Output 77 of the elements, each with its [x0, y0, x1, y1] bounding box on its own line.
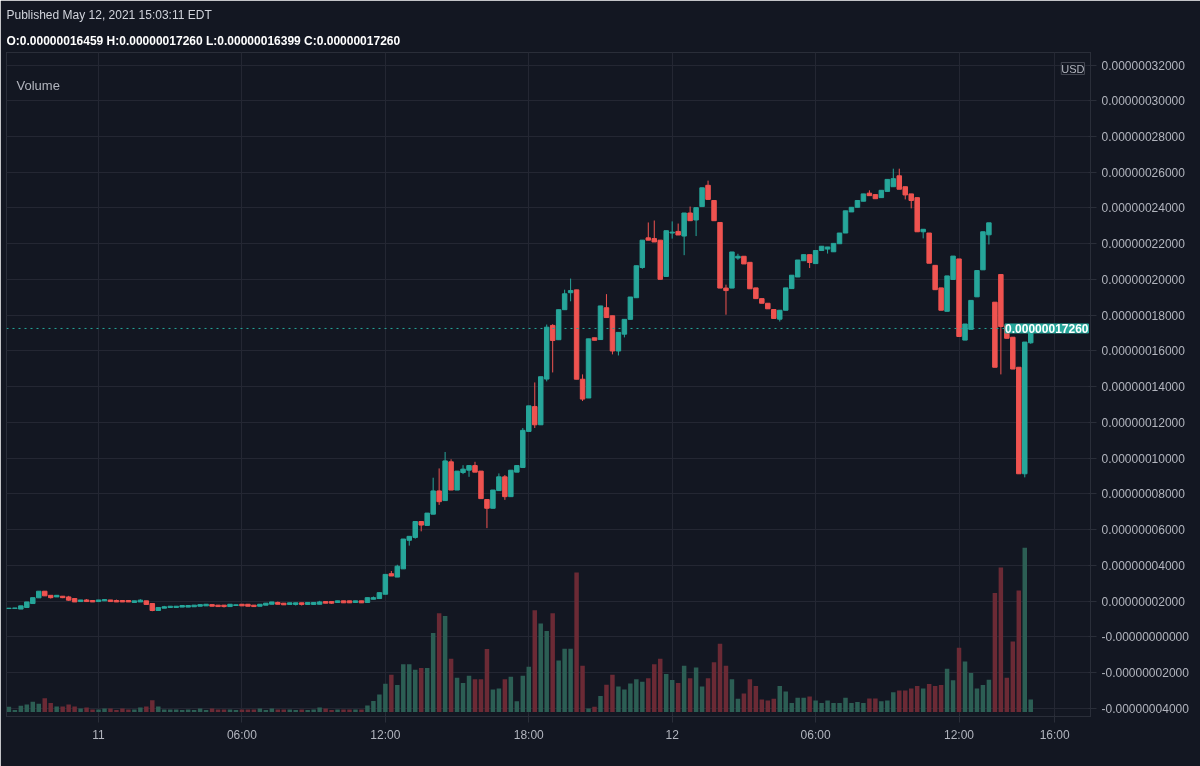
x-tick-label: 12:00	[944, 727, 975, 742]
y-tick-label: 0.00000010000	[1101, 451, 1186, 466]
x-tick-label: 06:00	[800, 727, 831, 742]
x-tick-label: 12	[665, 727, 680, 742]
bar	[502, 679, 508, 713]
bar	[359, 709, 364, 713]
ref-line-label: 0.00000017260	[1005, 321, 1089, 336]
bar	[257, 708, 263, 713]
annotation: Volume	[16, 77, 60, 93]
candlestick	[549, 323, 556, 373]
bar	[389, 674, 394, 713]
bar	[753, 686, 759, 713]
bar	[705, 678, 711, 713]
candlestick	[502, 474, 508, 501]
y-tick-label: 0.00000030000	[1101, 94, 1186, 109]
y-tick-label: 0.00000002000	[1101, 594, 1186, 609]
candlestick	[705, 180, 711, 200]
bar	[353, 709, 358, 713]
bar	[747, 679, 753, 713]
candlestick	[532, 381, 538, 429]
candlestick	[436, 467, 442, 506]
candlestick	[484, 499, 490, 529]
bar	[687, 678, 693, 713]
bar	[299, 709, 304, 713]
y-tick-label: 0.00000028000	[1101, 130, 1186, 145]
y-tick-label: 0.00000032000	[1101, 58, 1186, 73]
y-tick-label: -0.00000004000	[1101, 701, 1190, 716]
bar	[472, 679, 478, 713]
y-tick-label: 0.00000016000	[1101, 344, 1186, 359]
bar	[586, 708, 591, 713]
bar	[514, 701, 520, 713]
y-tick-label: 0.00000008000	[1101, 487, 1186, 502]
x-tick-label: 16:00	[1039, 727, 1070, 742]
y-tick-label: 0.00000020000	[1101, 272, 1186, 287]
bar	[478, 679, 484, 713]
bar	[550, 613, 555, 713]
bar	[962, 661, 968, 713]
bar	[335, 709, 340, 713]
y-tick-label: 0.00000006000	[1101, 523, 1186, 538]
y-tick-label: 0.00000026000	[1101, 165, 1186, 180]
bar	[807, 696, 812, 713]
bar	[598, 695, 603, 713]
bar	[711, 662, 717, 713]
bar	[209, 708, 215, 713]
x-tick-label: 06:00	[226, 727, 258, 742]
candlestick	[681, 212, 687, 256]
bar	[1016, 590, 1022, 713]
candlestick	[567, 278, 574, 302]
x-tick-label: 18:00	[513, 727, 545, 742]
bar	[950, 680, 956, 713]
bar	[699, 686, 705, 713]
y-tick-label: -0.00000002000	[1101, 666, 1190, 681]
bar	[197, 708, 203, 713]
bar	[269, 708, 275, 713]
bar	[729, 679, 735, 713]
bar	[669, 680, 675, 713]
bar	[741, 693, 747, 713]
y-tick-label: 0.00000024000	[1101, 201, 1186, 216]
bar	[914, 686, 920, 713]
text: O:0.00000016459 H:0.00000017260 L:0.00000016399 C:0.00000017260	[6, 33, 401, 48]
candlestick	[711, 199, 717, 222]
candlestick	[693, 207, 699, 237]
y-tick-label: 0.00000022000	[1101, 237, 1186, 252]
y-tick-label: 0.00000004000	[1101, 558, 1186, 573]
x-tick-label: 11	[92, 727, 106, 742]
bar	[54, 706, 59, 713]
y-tick-label: 0.00000018000	[1101, 308, 1186, 323]
y-tick-label: 0.00000012000	[1101, 415, 1186, 430]
annotation: USD	[1061, 62, 1085, 75]
x-tick-label: 12:00	[370, 727, 401, 742]
text: Published May 12, 2021 15:03:11 EDT	[6, 7, 213, 22]
bar	[78, 708, 83, 713]
candlestick	[699, 187, 705, 208]
y-tick-label: 0.00000014000	[1101, 380, 1186, 395]
bar	[592, 706, 597, 713]
bar	[932, 686, 938, 713]
y-tick-label: -0.00000000000	[1101, 630, 1190, 645]
